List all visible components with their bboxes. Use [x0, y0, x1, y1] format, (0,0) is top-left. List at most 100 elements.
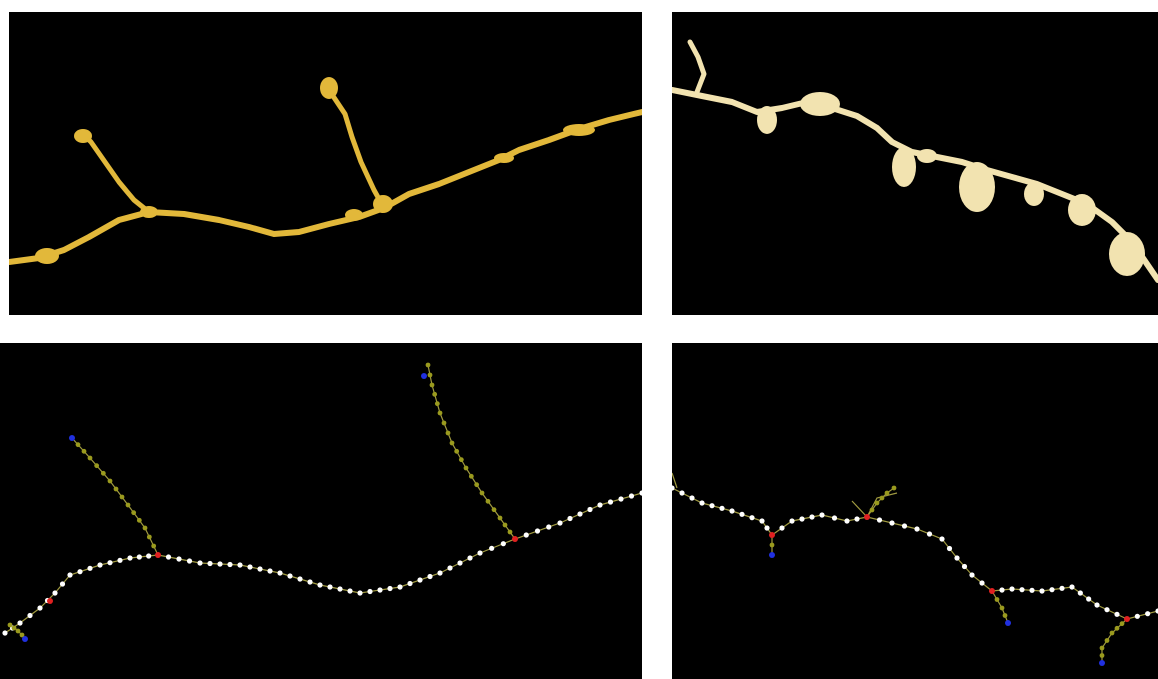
- branch-node: [87, 455, 93, 461]
- trunk-node: [1009, 586, 1015, 592]
- trunk-node: [59, 581, 66, 587]
- skeleton-graph-2: [672, 472, 1158, 666]
- branch-node: [884, 490, 890, 496]
- branch-point-node: [864, 514, 870, 520]
- branch-node: [427, 372, 433, 378]
- branch-node: [151, 543, 157, 549]
- trunk-node: [1069, 584, 1075, 590]
- branch-node: [479, 490, 485, 496]
- trunk-node: [739, 511, 745, 517]
- spine-1: [78, 129, 152, 215]
- endpoint-node: [1005, 620, 1011, 626]
- branch-node: [474, 482, 480, 488]
- trunk-node: [546, 524, 552, 530]
- branch-node: [485, 498, 491, 504]
- trunk-node: [1114, 611, 1120, 617]
- trunk-node: [779, 525, 785, 531]
- branch-node: [449, 440, 455, 446]
- trunk-node: [946, 545, 953, 552]
- trunk-node: [749, 515, 755, 521]
- trunk-node: [457, 560, 463, 566]
- trunk-node: [876, 517, 883, 523]
- skeleton-graph-panel-1: [0, 343, 642, 679]
- dendrite-surface-1: [9, 77, 642, 265]
- trunk-node: [587, 506, 593, 513]
- branch-point-node: [512, 536, 518, 542]
- trunk-node: [427, 573, 433, 580]
- trunk-node: [672, 485, 675, 491]
- trunk-node: [297, 576, 303, 582]
- trunk-node: [176, 556, 182, 562]
- trunk-node: [127, 555, 133, 561]
- branch-node: [1119, 621, 1125, 627]
- branch-edge-2: [866, 487, 895, 518]
- branch-node: [19, 632, 25, 638]
- trunk-node: [679, 490, 685, 496]
- branch-point-node: [989, 588, 995, 594]
- trunk-node: [1039, 588, 1045, 594]
- trunk-node: [489, 545, 495, 551]
- skeleton-graph-1: [2, 362, 642, 642]
- branch-node: [429, 382, 435, 388]
- trunk-node: [1155, 608, 1158, 614]
- trunk-node: [377, 587, 383, 593]
- trunk-node: [27, 612, 33, 619]
- skeleton-graph-panel-2: [672, 343, 1158, 679]
- branch-node: [425, 362, 431, 368]
- trunk-node: [277, 570, 283, 576]
- dendrite-render-panel-2: [672, 12, 1158, 315]
- trunk-node: [317, 582, 323, 588]
- branch-node: [437, 410, 443, 416]
- trunk-node: [926, 531, 933, 537]
- dendrite-shaft: [672, 87, 1158, 283]
- trunk-node: [287, 573, 293, 579]
- trunk-node: [217, 561, 223, 567]
- trunk-node: [523, 532, 529, 538]
- trunk-node: [117, 557, 123, 563]
- endpoint-node: [69, 435, 75, 441]
- trunk-node: [186, 558, 193, 564]
- trunk-node: [267, 568, 273, 574]
- trunk-node: [237, 562, 243, 568]
- branch-node: [507, 529, 513, 535]
- branch-node: [1099, 645, 1105, 651]
- endpoint-node: [22, 636, 28, 642]
- trunk-node: [1094, 602, 1100, 608]
- branch-node: [502, 522, 508, 528]
- trunk-node: [447, 565, 453, 571]
- trunk-node: [628, 493, 635, 499]
- trunk-node: [367, 588, 373, 595]
- trunk-node: [901, 523, 908, 529]
- trunk-node: [789, 518, 795, 524]
- branch-node: [999, 605, 1005, 611]
- trunk-node: [819, 512, 825, 518]
- branch-node: [874, 500, 880, 506]
- trunk-node: [227, 561, 233, 568]
- dendrite-shaft: [9, 109, 642, 265]
- trunk-node: [534, 528, 541, 534]
- trunk-node: [618, 496, 624, 502]
- trunk-node: [247, 564, 253, 570]
- branch-node: [1002, 613, 1008, 618]
- branch-node: [994, 597, 1000, 602]
- trunk-node: [197, 560, 203, 566]
- branch-node: [107, 478, 113, 484]
- endpoint-node: [769, 552, 775, 558]
- branch-node: [1114, 625, 1120, 631]
- trunk-node: [136, 554, 142, 560]
- branch-node: [458, 457, 464, 463]
- offshoot: [851, 492, 898, 519]
- trunk-node: [689, 495, 695, 501]
- dendrite-render-panel-1: [9, 12, 642, 315]
- trunk-node: [607, 499, 614, 505]
- trunk-node: [417, 577, 423, 583]
- dendrite-surface-2: [672, 39, 1158, 283]
- trunk-node: [557, 520, 563, 526]
- branch-node: [432, 391, 438, 397]
- trunk-node: [347, 588, 353, 594]
- trunk-node: [709, 503, 715, 509]
- trunk-node: [1059, 585, 1065, 591]
- trunk-node: [437, 570, 443, 576]
- branch-edge-1: [71, 437, 159, 556]
- branch-node: [769, 542, 775, 548]
